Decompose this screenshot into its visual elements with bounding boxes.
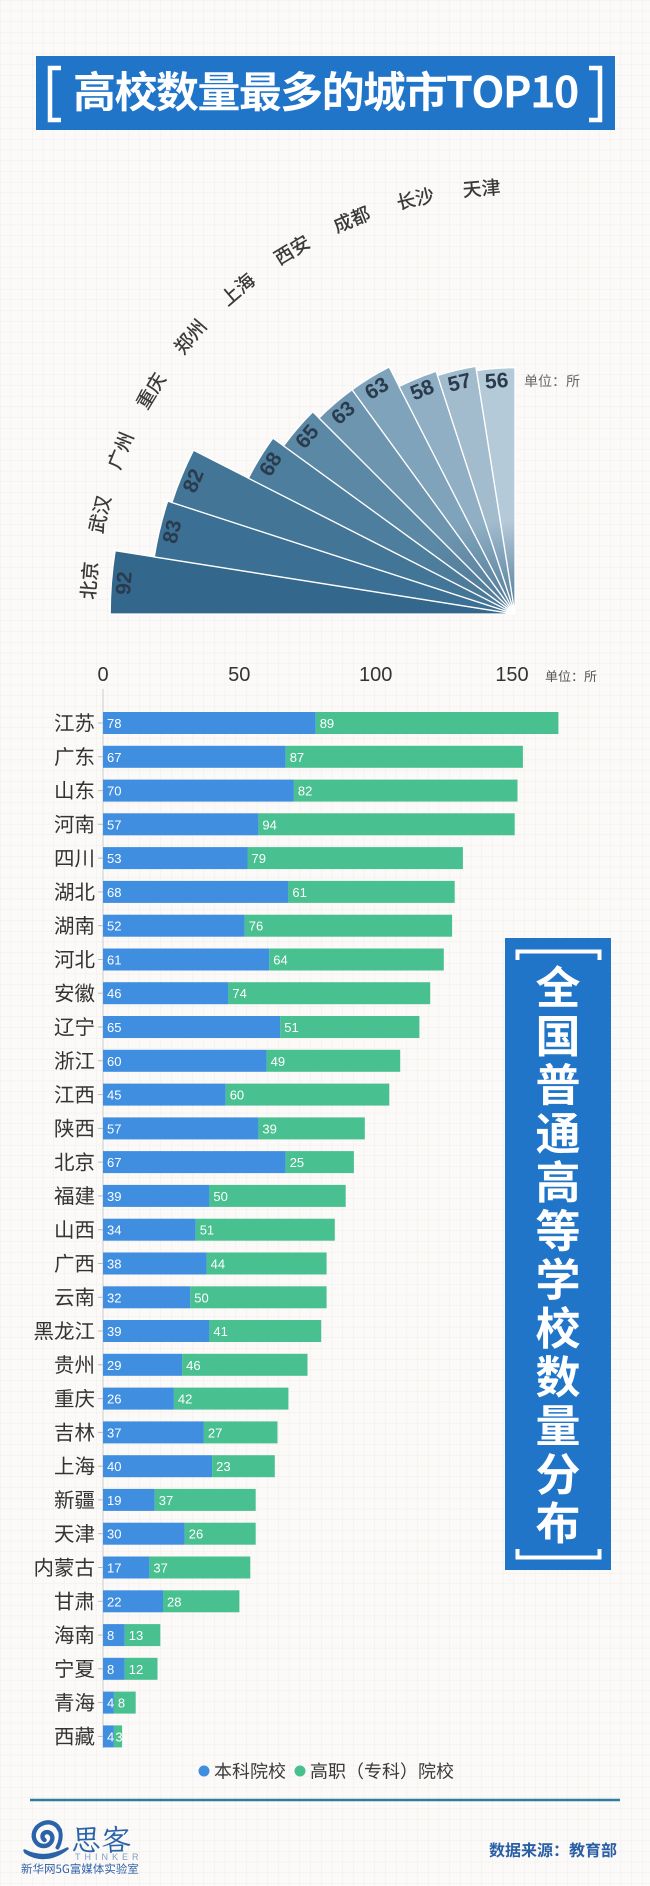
svg-text:44: 44 bbox=[211, 1257, 225, 1272]
svg-text:26: 26 bbox=[189, 1527, 203, 1542]
svg-text:51: 51 bbox=[284, 1020, 298, 1035]
svg-text:74: 74 bbox=[232, 986, 246, 1001]
svg-text:68: 68 bbox=[107, 885, 121, 900]
svg-text:49: 49 bbox=[271, 1054, 285, 1069]
svg-text:4: 4 bbox=[107, 1729, 114, 1744]
svg-text:50: 50 bbox=[228, 664, 250, 686]
svg-text:23: 23 bbox=[216, 1459, 230, 1474]
svg-text:60: 60 bbox=[230, 1088, 244, 1103]
svg-text:64: 64 bbox=[273, 953, 287, 968]
svg-text:51: 51 bbox=[200, 1223, 214, 1238]
svg-text:70: 70 bbox=[107, 784, 121, 799]
svg-text:87: 87 bbox=[290, 750, 304, 765]
svg-text:50: 50 bbox=[213, 1189, 227, 1204]
svg-text:67: 67 bbox=[107, 1155, 121, 1170]
svg-text:26: 26 bbox=[107, 1392, 121, 1407]
svg-text:4: 4 bbox=[107, 1696, 114, 1711]
svg-text:50: 50 bbox=[194, 1290, 208, 1305]
svg-text:22: 22 bbox=[107, 1594, 121, 1609]
svg-text:28: 28 bbox=[167, 1594, 181, 1609]
svg-text:57: 57 bbox=[107, 1121, 121, 1136]
svg-text:34: 34 bbox=[107, 1223, 121, 1238]
svg-text:40: 40 bbox=[107, 1459, 121, 1474]
svg-text:25: 25 bbox=[290, 1155, 304, 1170]
svg-text:57: 57 bbox=[107, 817, 121, 832]
svg-text:61: 61 bbox=[107, 953, 121, 968]
svg-text:39: 39 bbox=[107, 1189, 121, 1204]
svg-text:82: 82 bbox=[298, 784, 312, 799]
svg-text:17: 17 bbox=[107, 1561, 121, 1576]
svg-text:89: 89 bbox=[320, 716, 334, 731]
svg-text:39: 39 bbox=[107, 1324, 121, 1339]
svg-text:37: 37 bbox=[153, 1561, 167, 1576]
svg-text:19: 19 bbox=[107, 1493, 121, 1508]
svg-text:100: 100 bbox=[359, 664, 392, 686]
svg-text:30: 30 bbox=[107, 1527, 121, 1542]
svg-text:79: 79 bbox=[252, 851, 266, 866]
svg-text:46: 46 bbox=[107, 986, 121, 1001]
svg-text:45: 45 bbox=[107, 1088, 121, 1103]
svg-text:8: 8 bbox=[107, 1662, 114, 1677]
svg-text:13: 13 bbox=[129, 1628, 143, 1643]
svg-text:60: 60 bbox=[107, 1054, 121, 1069]
svg-text:76: 76 bbox=[249, 919, 263, 934]
svg-text:65: 65 bbox=[107, 1020, 121, 1035]
svg-text:67: 67 bbox=[107, 750, 121, 765]
svg-text:32: 32 bbox=[107, 1290, 121, 1305]
svg-text:8: 8 bbox=[107, 1628, 114, 1643]
svg-text:78: 78 bbox=[107, 716, 121, 731]
svg-text:29: 29 bbox=[107, 1358, 121, 1373]
svg-text:150: 150 bbox=[495, 664, 528, 686]
svg-text:0: 0 bbox=[97, 664, 108, 686]
svg-text:53: 53 bbox=[107, 851, 121, 866]
svg-text:8: 8 bbox=[118, 1696, 125, 1711]
svg-text:56: 56 bbox=[484, 369, 509, 394]
svg-text:37: 37 bbox=[107, 1425, 121, 1440]
svg-text:39: 39 bbox=[262, 1121, 276, 1136]
svg-text:37: 37 bbox=[159, 1493, 173, 1508]
svg-text:THINKER: THINKER bbox=[75, 1852, 143, 1862]
svg-text:83: 83 bbox=[159, 518, 187, 546]
svg-text:57: 57 bbox=[445, 369, 473, 397]
svg-text:52: 52 bbox=[107, 919, 121, 934]
svg-text:3: 3 bbox=[115, 1729, 122, 1744]
svg-text:61: 61 bbox=[292, 885, 306, 900]
svg-text:94: 94 bbox=[262, 817, 276, 832]
svg-text:92: 92 bbox=[112, 571, 137, 596]
svg-text:41: 41 bbox=[213, 1324, 227, 1339]
svg-text:38: 38 bbox=[107, 1257, 121, 1272]
svg-text:42: 42 bbox=[178, 1392, 192, 1407]
svg-text:27: 27 bbox=[208, 1425, 222, 1440]
svg-text:46: 46 bbox=[186, 1358, 200, 1373]
svg-text:12: 12 bbox=[129, 1662, 143, 1677]
